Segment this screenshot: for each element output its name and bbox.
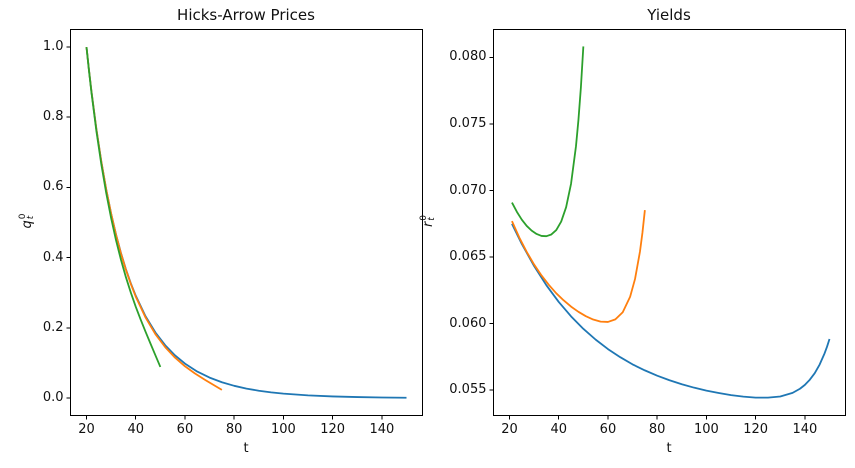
x-tick-label: 80: [648, 421, 666, 437]
y-tick-label: 0.065: [449, 249, 487, 265]
x-axis-label-right: t: [666, 441, 672, 456]
y-axis-label-subscript: t: [427, 217, 437, 221]
chart-title-yields: Yields: [647, 6, 691, 24]
y-axis-label-variable: r: [420, 221, 436, 228]
series-line-green: [85, 46, 162, 368]
y-tick-label: 0.060: [449, 315, 487, 331]
x-axis-label-left: t: [243, 441, 249, 456]
x-tick-label: 120: [743, 421, 769, 437]
series-line-blue: [85, 46, 407, 399]
x-tick-label: 40: [127, 421, 144, 437]
y-tick-label: 0.0: [42, 389, 64, 405]
series-line-green: [511, 46, 585, 238]
x-tick-label: 20: [78, 421, 95, 437]
chart-title-hicks-arrow-prices: Hicks-Arrow Prices: [177, 6, 315, 24]
x-tick-label: 100: [694, 421, 719, 437]
x-tick-label: 60: [176, 421, 194, 437]
x-tick-label: 100: [271, 421, 296, 437]
series-line-orange: [85, 46, 223, 391]
x-tick-label: 60: [599, 421, 617, 437]
y-axis-label-variable: q: [19, 220, 35, 229]
x-tick-label: 40: [550, 421, 567, 437]
x-tick-label: 20: [501, 421, 518, 437]
x-tick-label: 140: [369, 421, 395, 437]
y-axis-label-subscript: t: [26, 215, 36, 220]
y-tick-label: 0.070: [449, 182, 487, 198]
x-tick-label: 120: [320, 421, 346, 437]
axes-frame: [70, 29, 423, 416]
y-tick-label: 0.6: [42, 179, 64, 195]
y-tick-label: 0.4: [42, 249, 64, 265]
y-tick-label: 0.075: [449, 116, 487, 131]
series-line-blue: [511, 223, 831, 399]
y-tick-label: 0.080: [449, 49, 487, 65]
y-tick-label: 0.8: [42, 109, 64, 125]
y-tick-label: 1.0: [42, 39, 64, 55]
axes-frame: [493, 29, 846, 416]
y-tick-label: 0.2: [42, 319, 64, 335]
series-line-orange: [511, 210, 646, 323]
x-tick-label: 80: [225, 421, 243, 437]
y-tick-label: 0.055: [449, 382, 487, 398]
x-tick-label: 140: [792, 421, 818, 437]
